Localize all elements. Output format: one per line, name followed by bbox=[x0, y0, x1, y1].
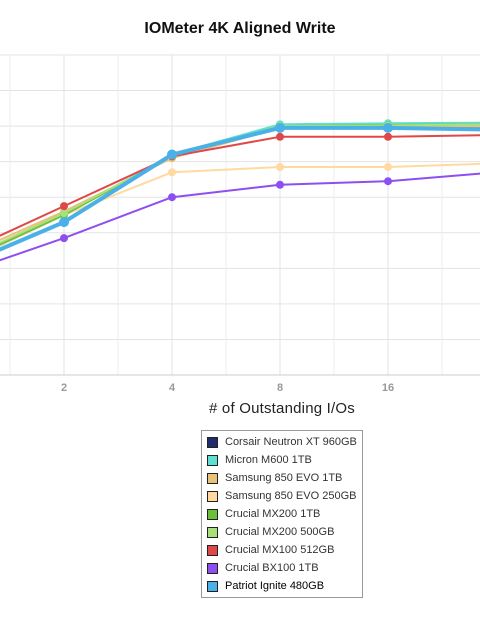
series-line bbox=[0, 125, 480, 245]
legend-label: Crucial MX200 500GB bbox=[225, 526, 335, 538]
legend-swatch bbox=[207, 436, 218, 448]
data-point bbox=[60, 234, 68, 243]
series-line bbox=[0, 123, 480, 246]
legend-item[interactable]: Patriot Ignite 480GB bbox=[202, 577, 362, 595]
data-point bbox=[168, 193, 176, 202]
series-line bbox=[0, 172, 480, 262]
legend-item[interactable]: Crucial MX200 1TB bbox=[202, 505, 362, 523]
legend-swatch bbox=[207, 544, 218, 556]
legend-swatch bbox=[207, 454, 218, 466]
data-point bbox=[275, 122, 285, 133]
series-line bbox=[0, 134, 480, 237]
x-tick-label: 2 bbox=[61, 382, 67, 394]
legend-swatch bbox=[207, 472, 218, 484]
legend-item[interactable]: Crucial BX100 1TB bbox=[202, 559, 362, 577]
legend-item[interactable]: Micron M600 1TB bbox=[202, 451, 362, 469]
legend-label: Micron M600 1TB bbox=[225, 454, 312, 466]
legend-label: Crucial BX100 1TB bbox=[225, 562, 319, 574]
legend-label: Crucial MX200 1TB bbox=[225, 508, 321, 520]
legend-label: Patriot Ignite 480GB bbox=[225, 580, 325, 592]
legend-item[interactable]: Samsung 850 EVO 1TB bbox=[202, 469, 362, 487]
data-point bbox=[384, 132, 392, 141]
data-point bbox=[60, 209, 68, 218]
series-line bbox=[0, 125, 480, 241]
data-point bbox=[276, 132, 284, 141]
chart-legend: Corsair Neutron XT 960GB Micron M600 1TB S… bbox=[201, 430, 363, 598]
legend-item[interactable]: Crucial MX100 512GB bbox=[202, 541, 362, 559]
data-point bbox=[384, 177, 392, 186]
legend-label: Crucial MX100 512GB bbox=[225, 544, 335, 556]
data-point bbox=[383, 122, 393, 133]
series-line bbox=[0, 123, 480, 244]
data-point bbox=[168, 168, 176, 177]
x-tick-label: 16 bbox=[382, 382, 394, 394]
legend-item[interactable]: Samsung 850 EVO 250GB bbox=[202, 487, 362, 505]
legend-item[interactable]: Corsair Neutron XT 960GB bbox=[202, 433, 362, 451]
legend-item[interactable]: Crucial MX200 500GB bbox=[202, 523, 362, 541]
legend-label: Corsair Neutron XT 960GB bbox=[225, 436, 357, 448]
chart-title: IOMeter 4K Aligned Write bbox=[144, 20, 336, 37]
legend-swatch bbox=[207, 562, 218, 574]
legend-label: Samsung 850 EVO 1TB bbox=[225, 472, 343, 484]
x-axis-title: # of Outstanding I/Os bbox=[209, 400, 355, 417]
legend-swatch bbox=[207, 490, 218, 502]
x-tick-label: 4 bbox=[169, 382, 176, 394]
data-point bbox=[167, 149, 177, 160]
x-tick-label: 8 bbox=[277, 382, 283, 394]
data-point bbox=[276, 163, 284, 171]
data-point bbox=[60, 202, 68, 211]
line-chart: 2 4 8 16 bbox=[0, 54, 480, 394]
data-point bbox=[59, 217, 69, 228]
legend-swatch bbox=[207, 580, 218, 592]
data-point bbox=[384, 163, 392, 171]
legend-swatch bbox=[207, 526, 218, 538]
series-line bbox=[0, 125, 480, 252]
data-point bbox=[276, 180, 284, 189]
legend-swatch bbox=[207, 508, 218, 520]
legend-label: Samsung 850 EVO 250GB bbox=[225, 490, 357, 502]
